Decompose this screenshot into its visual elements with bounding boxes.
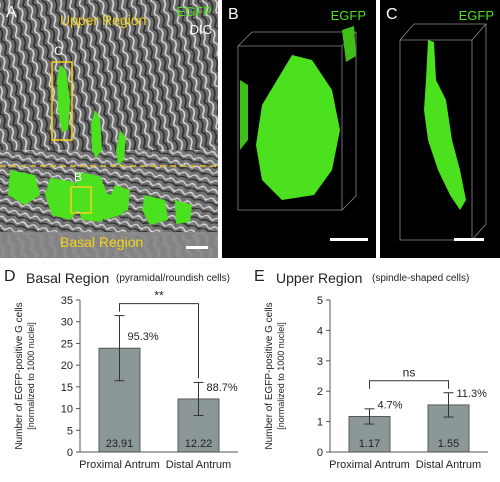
panel-letter: D (4, 268, 16, 285)
significance-bracket (369, 380, 449, 389)
significance-label: ns (403, 366, 416, 380)
percent-label: 11.3% (457, 388, 488, 400)
significance-label: ** (154, 289, 164, 303)
y-tick-label: 5 (67, 425, 73, 437)
basal-region-label: Basal Region (60, 234, 144, 250)
upper-region-label: Upper Region (60, 12, 147, 28)
y-tick-label: 0 (67, 447, 73, 459)
y-tick-label: 15 (61, 382, 73, 394)
y-tick-label: 20 (61, 360, 73, 372)
significance-bracket (119, 303, 199, 379)
y-tick-label: 1 (317, 417, 323, 429)
y-tick-label: 4 (317, 325, 323, 337)
percent-label: 88.7% (207, 382, 238, 394)
panel-d-chart: D Basal Region (pyramidal/roundish cells… (0, 262, 250, 482)
inset-box-b (70, 186, 92, 214)
chart-subtitle: (spindle-shaped cells) (372, 273, 470, 284)
channel-dic-label: DIC (189, 22, 212, 37)
chart-e-svg: Number of EGFP-positive G cells [normaliz… (264, 295, 488, 471)
panel-letter: C (386, 6, 398, 23)
panel-a-micrograph: A Upper Region EGFP DIC C B Basal Region (0, 0, 218, 258)
panel-b-3d-render: B EGFP (222, 0, 376, 258)
y-tick-label: 25 (61, 338, 73, 350)
inset-b-label: B (74, 170, 83, 184)
chart-subtitle: (pyramidal/roundish cells) (116, 273, 230, 284)
y-tick-label: 30 (61, 317, 73, 329)
egfp-cells (8, 65, 192, 225)
y-tick-label: 2 (317, 386, 323, 398)
panel-letter: E (254, 268, 265, 285)
y-axis-sublabel: [normalized to 1000 nuclei] (26, 322, 36, 430)
egfp-cell-3d (424, 40, 466, 210)
panel-letter: A (6, 4, 17, 21)
scale-bar (186, 246, 208, 249)
scale-bar (454, 238, 484, 241)
bar-value-label: 1.55 (438, 438, 459, 450)
percent-label: 95.3% (128, 331, 159, 343)
y-tick-label: 35 (61, 295, 73, 307)
inset-c-label: C (54, 44, 63, 58)
percent-label: 4.7% (378, 399, 403, 411)
channel-egfp-label: EGFP (458, 8, 494, 23)
scale-bar (330, 238, 368, 241)
egfp-cell-3d (256, 55, 340, 200)
panel-letter: B (228, 6, 239, 23)
bar-value-label: 23.91 (106, 438, 134, 450)
y-tick-label: 5 (317, 295, 323, 307)
panel-c-3d-render: C EGFP (380, 0, 500, 258)
bar-value-label: 1.17 (359, 438, 380, 450)
chart-d-svg: Number of EGFP-positive G cells [normaliz… (14, 289, 238, 471)
y-axis-label: Number of EGFP-positive G cells (264, 302, 275, 449)
bar-value-label: 12.22 (185, 438, 213, 450)
x-tick-label: Distal Antrum (416, 459, 481, 471)
y-axis-label: Number of EGFP-positive G cells (14, 302, 25, 449)
x-tick-label: Proximal Antrum (79, 459, 160, 471)
channel-egfp-label: EGFP (330, 8, 366, 23)
panel-b-image (237, 26, 368, 241)
chart-title: Upper Region (276, 270, 363, 286)
y-tick-label: 3 (317, 356, 323, 368)
x-tick-label: Distal Antrum (166, 459, 231, 471)
panel-c-image (399, 23, 487, 241)
inset-box-c (51, 61, 73, 141)
x-tick-label: Proximal Antrum (329, 459, 410, 471)
panel-e-chart: E Upper Region (spindle-shaped cells) Nu… (250, 262, 500, 482)
y-tick-label: 10 (61, 404, 73, 416)
panel-a-image (0, 0, 218, 258)
chart-title: Basal Region (26, 270, 110, 286)
y-tick-label: 0 (317, 447, 323, 459)
channel-egfp-label: EGFP (176, 4, 212, 19)
y-axis-sublabel: [normalized to 1000 nuclei] (276, 322, 286, 430)
